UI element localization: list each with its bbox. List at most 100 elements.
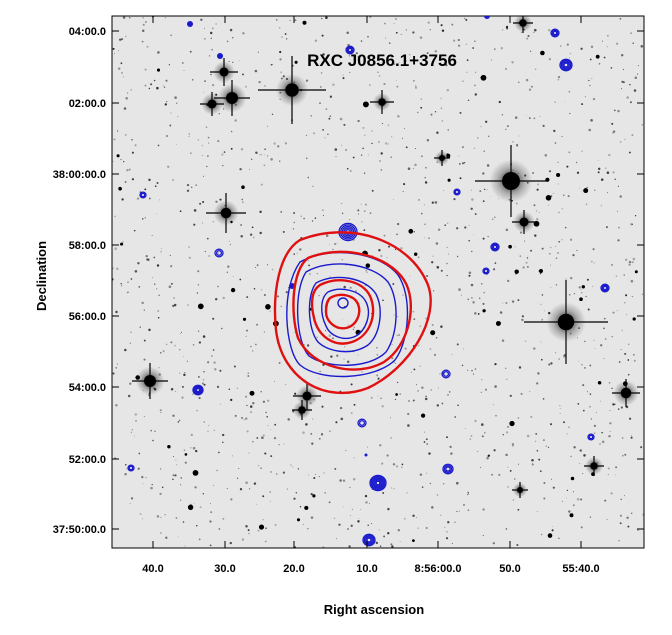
noise-dot: [588, 79, 590, 82]
noise-dot: [443, 190, 444, 191]
y-tick-label: 58:00.0: [69, 240, 106, 252]
noise-dot: [230, 147, 233, 150]
noise-dot: [536, 382, 539, 385]
noise-dot: [181, 396, 184, 399]
noise-dot: [379, 545, 382, 547]
noise-dot: [236, 387, 239, 390]
noise-dot: [632, 42, 634, 44]
noise-dot: [393, 488, 395, 490]
noise-dot: [385, 142, 388, 145]
noise-dot: [314, 474, 316, 475]
noise-dot: [339, 406, 343, 410]
noise-dot: [548, 58, 551, 61]
noise-dot: [467, 509, 470, 511]
noise-dot: [349, 286, 352, 289]
noise-dot: [552, 193, 554, 195]
noise-dot: [199, 202, 202, 205]
noise-dot: [153, 79, 156, 82]
noise-dot: [618, 226, 620, 229]
noise-dot: [196, 409, 198, 412]
noise-dot: [518, 135, 520, 137]
noise-dot: [213, 484, 215, 487]
noise-dot: [396, 233, 398, 236]
noise-dot: [284, 33, 287, 35]
noise-dot: [279, 58, 282, 61]
noise-dot: [589, 364, 592, 367]
noise-dot: [207, 430, 209, 432]
noise-dot: [541, 247, 544, 250]
noise-dot: [636, 73, 639, 75]
noise-dot: [172, 178, 175, 181]
noise-dot: [424, 397, 428, 401]
noise-dot: [158, 367, 160, 369]
noise-dot: [198, 538, 201, 541]
noise-dot: [474, 419, 477, 423]
noise-dot: [112, 47, 115, 50]
noise-dot: [512, 141, 514, 143]
noise-dot: [329, 244, 331, 246]
noise-dot: [127, 281, 129, 283]
noise-dot: [456, 481, 459, 485]
noise-dot: [377, 395, 379, 397]
noise-dot: [474, 93, 478, 96]
noise-dot: [617, 408, 620, 410]
noise-dot: [606, 518, 608, 520]
noise-dot: [576, 249, 578, 252]
noise-dot: [536, 217, 539, 221]
noise-dot: [252, 236, 255, 239]
noise-dot: [592, 248, 595, 251]
noise-dot: [281, 36, 283, 38]
noise-dot: [454, 416, 457, 418]
noise-dot: [146, 45, 149, 48]
noise-dot: [170, 112, 172, 114]
noise-dot: [426, 472, 428, 475]
noise-dot: [168, 64, 171, 66]
noise-dot: [579, 462, 581, 464]
noise-dot: [482, 200, 485, 203]
noise-dot: [142, 518, 144, 520]
noise-dot: [419, 325, 422, 328]
noise-dot: [232, 275, 234, 277]
noise-dot: [280, 71, 282, 74]
noise-dot: [521, 318, 524, 322]
noise-dot: [322, 546, 325, 548]
noise-dot: [498, 473, 501, 477]
noise-dot: [145, 258, 149, 261]
noise-dot: [616, 310, 618, 312]
noise-dot: [473, 84, 476, 87]
noise-dot: [305, 423, 308, 426]
noise-dot: [544, 154, 548, 157]
noise-dot: [530, 415, 533, 419]
noise-dot: [271, 113, 274, 116]
noise-dot: [434, 111, 437, 113]
noise-dot: [269, 500, 271, 502]
noise-dot: [174, 345, 176, 347]
noise-dot: [247, 372, 250, 374]
noise-dot: [252, 441, 254, 443]
noise-dot: [242, 73, 244, 76]
noise-dot: [502, 434, 504, 436]
noise-dot: [627, 525, 630, 528]
noise-dot: [339, 117, 343, 121]
noise-dot: [505, 228, 509, 232]
noise-dot: [310, 516, 314, 519]
noise-dot: [484, 188, 486, 191]
noise-dot: [506, 425, 510, 428]
star: [545, 177, 550, 182]
noise-dot: [245, 481, 248, 485]
noise-dot: [125, 35, 127, 38]
noise-dot: [383, 82, 386, 86]
noise-dot: [624, 453, 627, 456]
radio-source: [482, 267, 490, 275]
noise-dot: [336, 538, 338, 540]
noise-dot: [528, 88, 532, 91]
noise-dot: [242, 32, 245, 35]
noise-dot: [183, 356, 185, 358]
noise-dot: [557, 252, 559, 254]
noise-dot: [501, 339, 505, 342]
noise-dot: [426, 275, 429, 277]
noise-dot: [156, 515, 160, 518]
noise-dot: [264, 452, 267, 455]
noise-dot: [345, 450, 347, 452]
noise-dot: [394, 17, 398, 21]
